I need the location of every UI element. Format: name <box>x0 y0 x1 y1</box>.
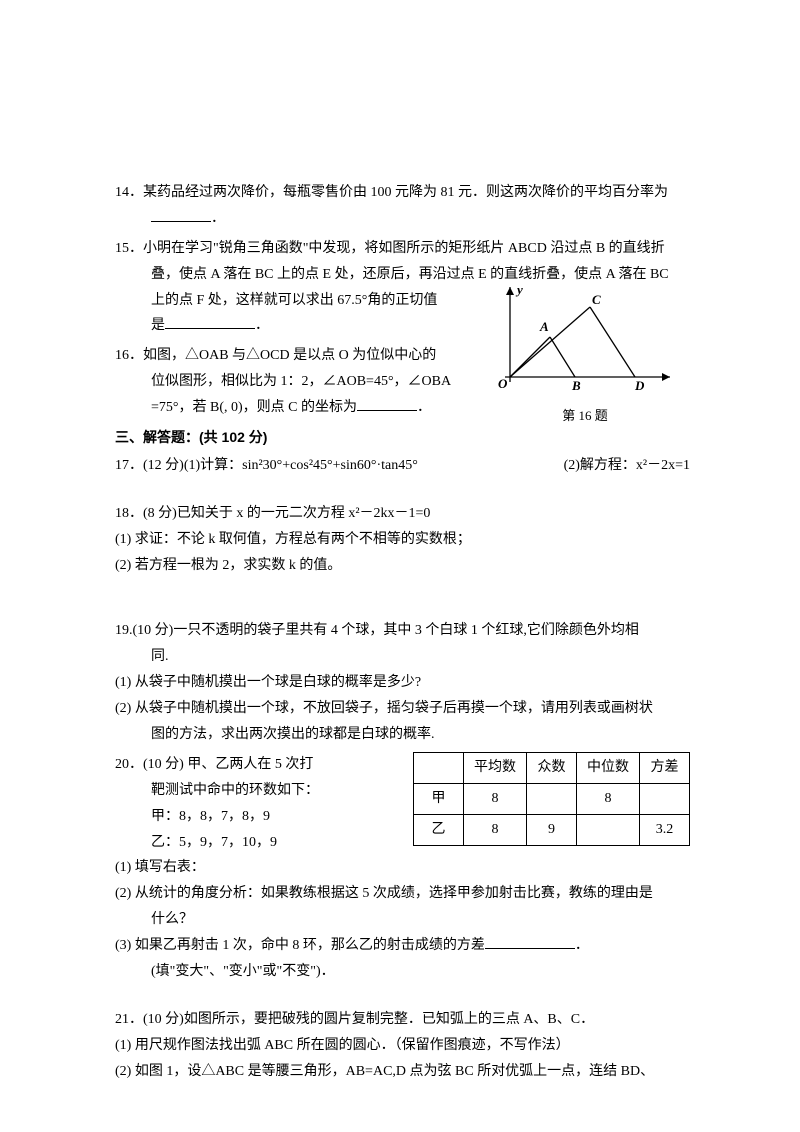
question-21: 21．(10 分)如图所示，要把破残的圆片复制完整．已知弧上的三点 A、B、C．… <box>115 1007 690 1085</box>
th-variance: 方差 <box>640 752 690 783</box>
q21-text: (10 分)如图所示，要把破残的圆片复制完整．已知弧上的三点 A、B、C． <box>143 1012 594 1027</box>
q14-text: 某药品经过两次降价，每瓶零售价由 100 元降为 81 元．则这两次降价的平均百… <box>143 185 668 200</box>
table-row-jia: 甲 8 8 <box>414 783 690 814</box>
section-3-header: 三、解答题：(共 102 分) <box>115 425 690 451</box>
label-B: B <box>571 378 581 392</box>
q16-number: 16． <box>115 348 143 363</box>
q20-part2a: (2) 从统计的角度分析：如果教练根据这 5 次成绩，选择甲参加射击比赛，教练的… <box>115 881 690 907</box>
q15-line4: 是 <box>151 318 165 333</box>
q19-part2a: (2) 从袋子中随机摸出一个球，不放回袋子，摇匀袋子后再摸一个球，请用列表或画树… <box>115 696 690 722</box>
q17-number: 17． <box>115 458 143 473</box>
q16-line2: 位似图形，相似比为 1：2，∠AOB=45°，∠OBA <box>115 369 455 395</box>
q19-number: 19. <box>115 623 133 638</box>
q16-line3: =75°，若 B(, 0)，则点 C 的坐标为 <box>151 400 357 415</box>
question-20: 平均数 众数 中位数 方差 甲 8 8 乙 8 9 3.2 20．(10 分) … <box>115 752 690 985</box>
q16-line1: 如图，△OAB 与△OCD 是以点 O 为位似中心的 <box>143 348 436 363</box>
q20-line4: 乙：5，9，7，10，9 <box>115 830 355 856</box>
q19-part1: (1) 从袋子中随机摸出一个球是白球的概率是多少? <box>115 670 690 696</box>
th-mode: 众数 <box>527 752 577 783</box>
x-axis-arrow <box>662 373 670 381</box>
label-y: y <box>515 282 523 297</box>
blank-answer <box>357 397 417 411</box>
label-A: A <box>539 319 549 334</box>
q14-number: 14． <box>115 185 143 200</box>
q20-line3: 甲：8，8，7，8，9 <box>115 804 355 830</box>
blank-answer <box>151 208 211 222</box>
q17-part1: (12 分)(1)计算：sin²30°+cos²45°+sin60°·tan45… <box>143 458 418 473</box>
q19-line2: 同. <box>115 644 690 670</box>
q20-part3c: (填"变大"、"变小"或"不变")． <box>115 959 690 985</box>
question-17: 17．(12 分)(1)计算：sin²30°+cos²45°+sin60°·ta… <box>115 453 690 479</box>
blank-answer <box>165 315 255 329</box>
q20-table: 平均数 众数 中位数 方差 甲 8 8 乙 8 9 3.2 <box>413 752 690 846</box>
q19-line1: (10 分)一只不透明的袋子里共有 4 个球，其中 3 个白球 1 个红球,它们… <box>133 623 639 638</box>
q17-part2: (2)解方程：x²－2x=1 <box>564 453 690 479</box>
figure-16: O A B C D y 第 16 题 <box>495 282 675 412</box>
y-axis-arrow <box>506 287 514 295</box>
q21-number: 21． <box>115 1012 143 1027</box>
q15-line1: 小明在学习"锐角三角函数"中发现，将如图所示的矩形纸片 ABCD 沿过点 B 的… <box>143 241 665 256</box>
q14-blank-line: ． <box>115 206 690 232</box>
q15-line3: 上的点 F 处，这样就可以求出 67.5°角的正切值 <box>151 293 437 308</box>
q18-number: 18． <box>115 506 143 521</box>
q18-part2: (2) 若方程一根为 2，求实数 k 的值。 <box>115 553 690 579</box>
label-D: D <box>634 378 645 392</box>
line-OC <box>510 307 590 377</box>
table-header-row: 平均数 众数 中位数 方差 <box>414 752 690 783</box>
q20-part3a: (3) 如果乙再射击 1 次，命中 8 环，那么乙的射击成绩的方差 <box>115 938 485 953</box>
q18-part1: (1) 求证：不论 k 取何值，方程总有两个不相等的实数根； <box>115 527 690 553</box>
th-median: 中位数 <box>577 752 640 783</box>
q19-part2b: 图的方法，求出两次摸出的球都是白球的概率. <box>115 722 690 748</box>
q21-part1: (1) 用尺规作图法找出弧 ABC 所在圆的圆心．（保留作图痕迹，不写作法） <box>115 1033 690 1059</box>
question-14: 14．某药品经过两次降价，每瓶零售价由 100 元降为 81 元．则这两次降价的… <box>115 180 690 232</box>
th-mean: 平均数 <box>464 752 527 783</box>
question-18: 18．(8 分)已知关于 x 的一元二次方程 x²－2kx－1=0 (1) 求证… <box>115 501 690 579</box>
th-blank <box>414 752 464 783</box>
label-C: C <box>592 292 601 307</box>
blank-answer <box>485 935 575 949</box>
table-row-yi: 乙 8 9 3.2 <box>414 814 690 845</box>
q20-line1: (10 分) 甲、乙两人在 5 次打 <box>143 757 313 772</box>
label-O: O <box>498 376 508 391</box>
q20-part1: (1) 填写右表： <box>115 855 690 881</box>
question-19: 19.(10 分)一只不透明的袋子里共有 4 个球，其中 3 个白球 1 个红球… <box>115 618 690 747</box>
q18-text: (8 分)已知关于 x 的一元二次方程 x²－2kx－1=0 <box>143 506 430 521</box>
q20-part2b: 什么？ <box>115 907 690 933</box>
q15-number: 15． <box>115 241 143 256</box>
q20-number: 20． <box>115 757 143 772</box>
line-AB <box>550 337 575 377</box>
figure-16-caption: 第 16 题 <box>495 404 675 428</box>
line-CD <box>590 307 635 377</box>
q20-line2: 靶测试中命中的环数如下： <box>115 778 355 804</box>
q21-part2: (2) 如图 1，设△ABC 是等腰三角形，AB=AC,D 点为弦 BC 所对优… <box>115 1059 690 1085</box>
figure-16-svg: O A B C D y <box>495 282 675 392</box>
